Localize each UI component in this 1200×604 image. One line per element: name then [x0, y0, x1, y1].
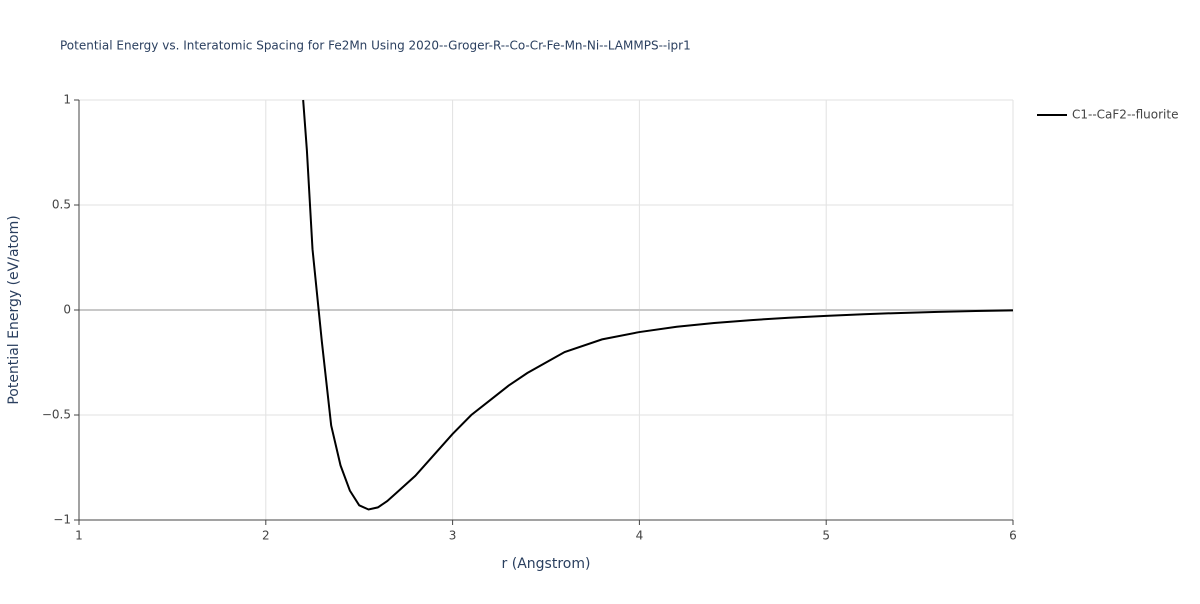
x-tick-label: 1 [75, 529, 83, 543]
x-tick-label: 3 [449, 529, 457, 543]
x-tick-label: 6 [1009, 529, 1017, 543]
y-tick-label: 0 [63, 303, 71, 317]
y-tick-label: 1 [63, 93, 71, 107]
x-tick-label: 2 [262, 529, 270, 543]
y-tick-label: −1 [53, 513, 71, 527]
legend-label: C1--CaF2--fluorite [1072, 108, 1178, 122]
y-tick-label: 0.5 [52, 198, 71, 212]
line-series [302, 99, 1014, 511]
x-tick-label: 4 [636, 529, 644, 543]
x-axis-title: r (Angstrom) [502, 556, 591, 572]
x-tick-label: 5 [822, 529, 830, 543]
chart-title: Potential Energy vs. Interatomic Spacing… [60, 39, 691, 53]
y-axis-title: Potential Energy (eV/atom) [6, 215, 22, 404]
y-tick-label: −0.5 [42, 408, 71, 422]
